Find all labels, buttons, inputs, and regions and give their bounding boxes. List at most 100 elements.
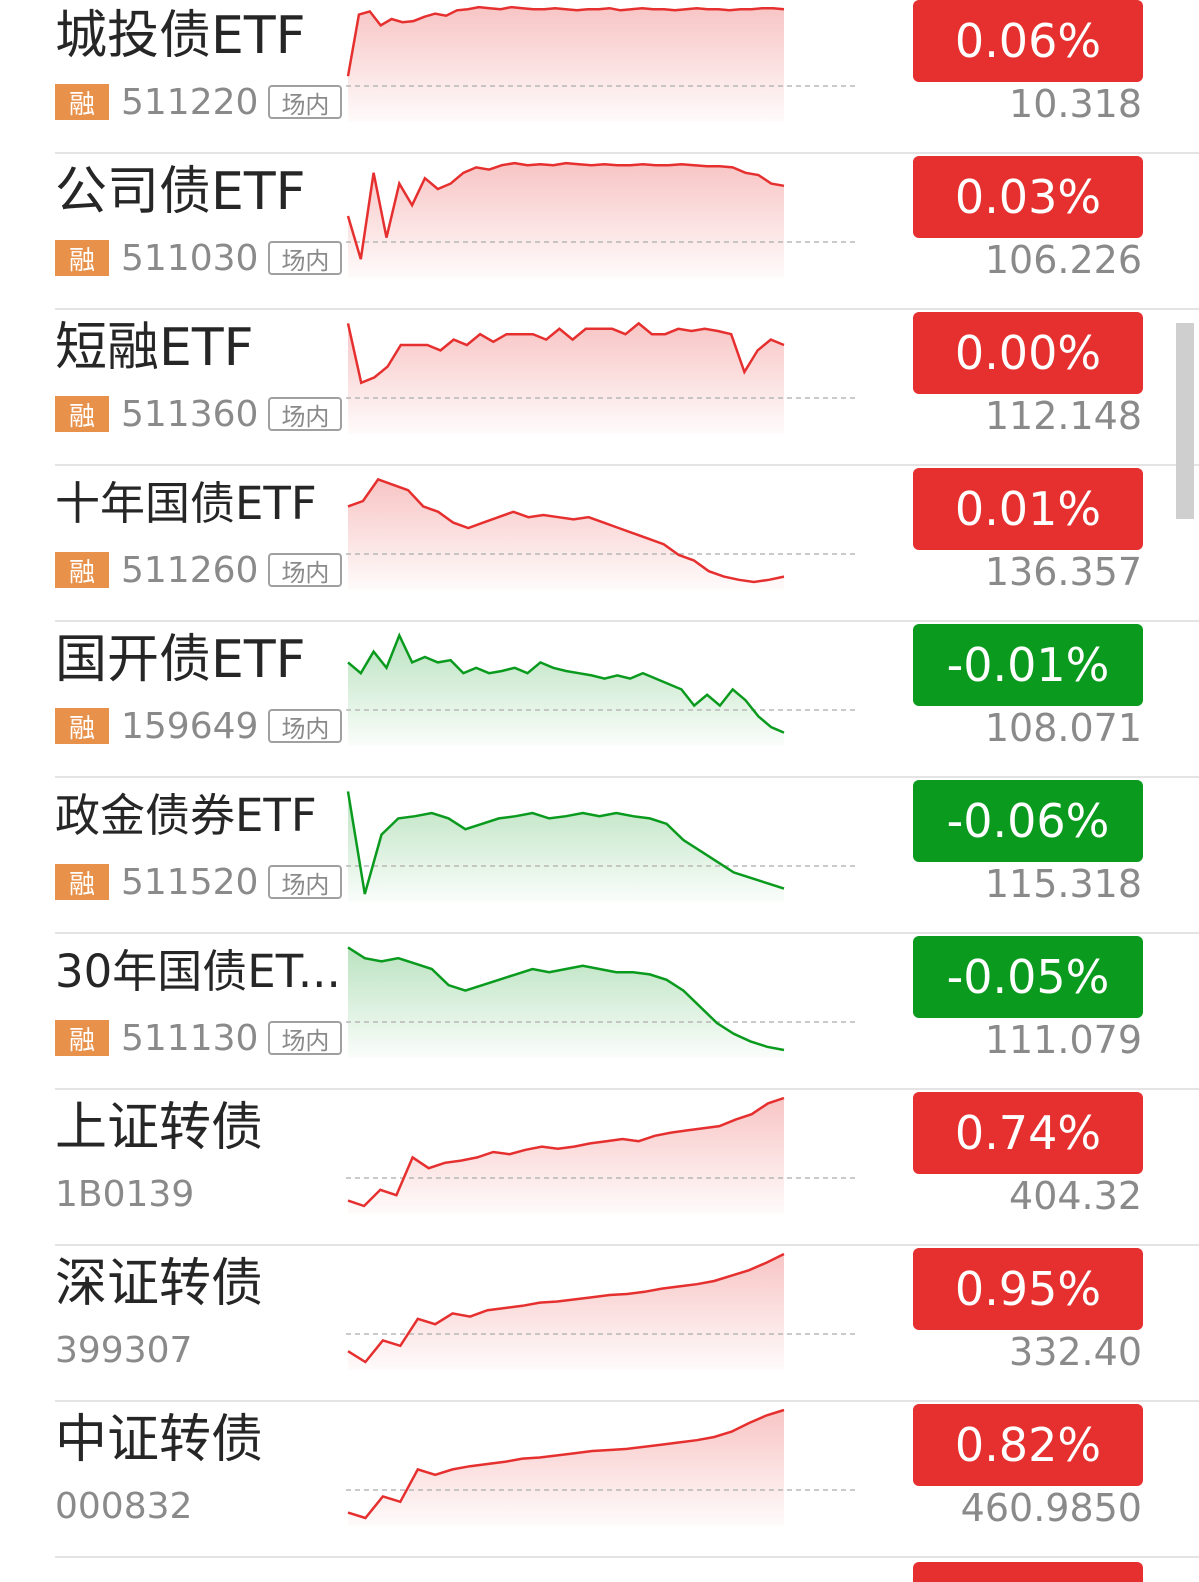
row-divider (55, 464, 1199, 466)
scrollbar[interactable] (1176, 323, 1194, 519)
sparkline-area (348, 1098, 784, 1214)
margin-badge: 融 (55, 240, 109, 276)
intraday-sparkline (346, 1252, 858, 1370)
sparkline-area (348, 323, 784, 434)
security-code: 511520 (121, 861, 259, 903)
list-item[interactable]: 上证转债 1B0139 0.74% 404.32 (0, 1090, 1199, 1246)
market-badge: 场内 (268, 85, 343, 119)
sparkline-line (347, 946, 785, 1052)
row-divider (55, 308, 1199, 310)
intraday-sparkline (346, 1096, 858, 1214)
sparkline-line (346, 791, 785, 895)
list-item[interactable]: 短融ETF 融 511360 场内 0.00% 112.148 (0, 310, 1199, 466)
security-name: 中证转债 (55, 1410, 264, 1470)
next-row-change-badge-partial (913, 1562, 1143, 1582)
sparkline-area (348, 7, 784, 123)
code-line: 1B0139 (55, 1172, 204, 1216)
row-divider (55, 152, 1199, 154)
change-percent-badge[interactable]: 0.01% (913, 468, 1143, 550)
sparkline-line (346, 5, 785, 77)
security-code: 399307 (55, 1329, 193, 1371)
security-code: 511220 (121, 81, 259, 123)
security-code: 511130 (121, 1017, 259, 1059)
change-percent-badge[interactable]: -0.06% (913, 780, 1143, 862)
sparkline-area (348, 479, 784, 590)
list-item[interactable]: 城投债ETF 融 511220 场内 0.06% 10.318 (0, 0, 1199, 154)
margin-badge: 融 (55, 552, 109, 588)
security-code: 511260 (121, 549, 259, 591)
last-price: 404.32 (1009, 1174, 1142, 1218)
sparkline-line (347, 632, 785, 734)
market-badge: 场内 (268, 865, 343, 899)
row-divider (55, 1400, 1199, 1402)
list-item[interactable]: 公司债ETF 融 511030 场内 0.03% 106.226 (0, 154, 1199, 310)
sparkline-line (347, 1252, 785, 1364)
code-line: 融 511130 场内 (55, 1016, 343, 1060)
list-item[interactable]: 十年国债ETF 融 511260 场内 0.01% 136.357 (0, 466, 1199, 622)
last-price: 136.357 (984, 550, 1142, 594)
margin-badge: 融 (55, 864, 109, 900)
intraday-sparkline (346, 321, 858, 434)
security-name: 深证转债 (55, 1254, 264, 1314)
intraday-sparkline (346, 632, 858, 746)
last-price: 332.40 (1009, 1330, 1142, 1374)
change-percent-badge[interactable]: 0.00% (913, 312, 1143, 394)
market-badge: 场内 (268, 553, 343, 587)
code-line: 融 511260 场内 (55, 548, 343, 592)
code-line: 融 159649 场内 (55, 704, 343, 748)
intraday-sparkline (346, 161, 858, 278)
change-percent-badge[interactable]: 0.74% (913, 1092, 1143, 1174)
change-percent-badge[interactable]: -0.01% (913, 624, 1143, 706)
code-line: 399307 (55, 1328, 202, 1372)
security-code: 511030 (121, 237, 259, 279)
margin-badge: 融 (55, 1020, 109, 1056)
row-divider (55, 1244, 1199, 1246)
code-line: 融 511030 场内 (55, 236, 343, 280)
code-line: 融 511520 场内 (55, 860, 343, 904)
change-percent-badge[interactable]: 0.06% (913, 0, 1143, 82)
market-badge: 场内 (268, 397, 343, 431)
list-item[interactable]: 深证转债 399307 0.95% 332.40 (0, 1246, 1199, 1402)
security-name: 短融ETF (55, 318, 254, 378)
last-price: 115.318 (984, 862, 1142, 906)
change-percent-badge[interactable]: 0.82% (913, 1404, 1143, 1486)
security-name: 国开债ETF (55, 630, 306, 690)
margin-badge: 融 (55, 84, 109, 120)
sparkline-area (348, 791, 784, 902)
sparkline-line (347, 1096, 785, 1208)
row-divider (55, 620, 1199, 622)
list-item[interactable]: 30年国债ET... 融 511130 场内 -0.05% 111.079 (0, 934, 1199, 1090)
intraday-sparkline (346, 1408, 858, 1526)
sparkline-line (347, 477, 785, 584)
security-name: 城投债ETF (55, 6, 306, 66)
change-percent-badge[interactable]: 0.03% (913, 156, 1143, 238)
code-line: 融 511360 场内 (55, 392, 343, 436)
margin-badge: 融 (55, 708, 109, 744)
sparkline-area (348, 1410, 784, 1526)
last-price: 460.9850 (960, 1486, 1142, 1530)
security-code: 511360 (121, 393, 259, 435)
list-item[interactable]: 中证转债 000832 0.82% 460.9850 (0, 1402, 1199, 1558)
change-percent-badge[interactable]: 0.95% (913, 1248, 1143, 1330)
row-divider (55, 1088, 1199, 1090)
security-name: 公司债ETF (55, 162, 306, 222)
security-name: 30年国债ET... (55, 945, 341, 998)
intraday-sparkline (346, 5, 858, 123)
intraday-sparkline (346, 791, 858, 902)
market-badge: 场内 (268, 1021, 343, 1055)
row-divider (55, 932, 1199, 934)
row-divider (55, 776, 1199, 778)
change-percent-badge[interactable]: -0.05% (913, 936, 1143, 1018)
last-price: 106.226 (984, 238, 1142, 282)
sparkline-line (347, 1408, 785, 1520)
list-item[interactable]: 政金债券ETF 融 511520 场内 -0.06% 115.318 (0, 778, 1199, 934)
sparkline-line (346, 161, 785, 260)
sparkline-line (346, 321, 785, 385)
security-name: 上证转债 (55, 1098, 264, 1158)
sparkline-area (348, 1254, 784, 1370)
last-price: 112.148 (984, 394, 1142, 438)
last-price: 10.318 (1009, 82, 1142, 126)
market-badge: 场内 (268, 709, 343, 743)
list-item[interactable]: 国开债ETF 融 159649 场内 -0.01% 108.071 (0, 622, 1199, 778)
code-line: 融 511220 场内 (55, 80, 343, 124)
